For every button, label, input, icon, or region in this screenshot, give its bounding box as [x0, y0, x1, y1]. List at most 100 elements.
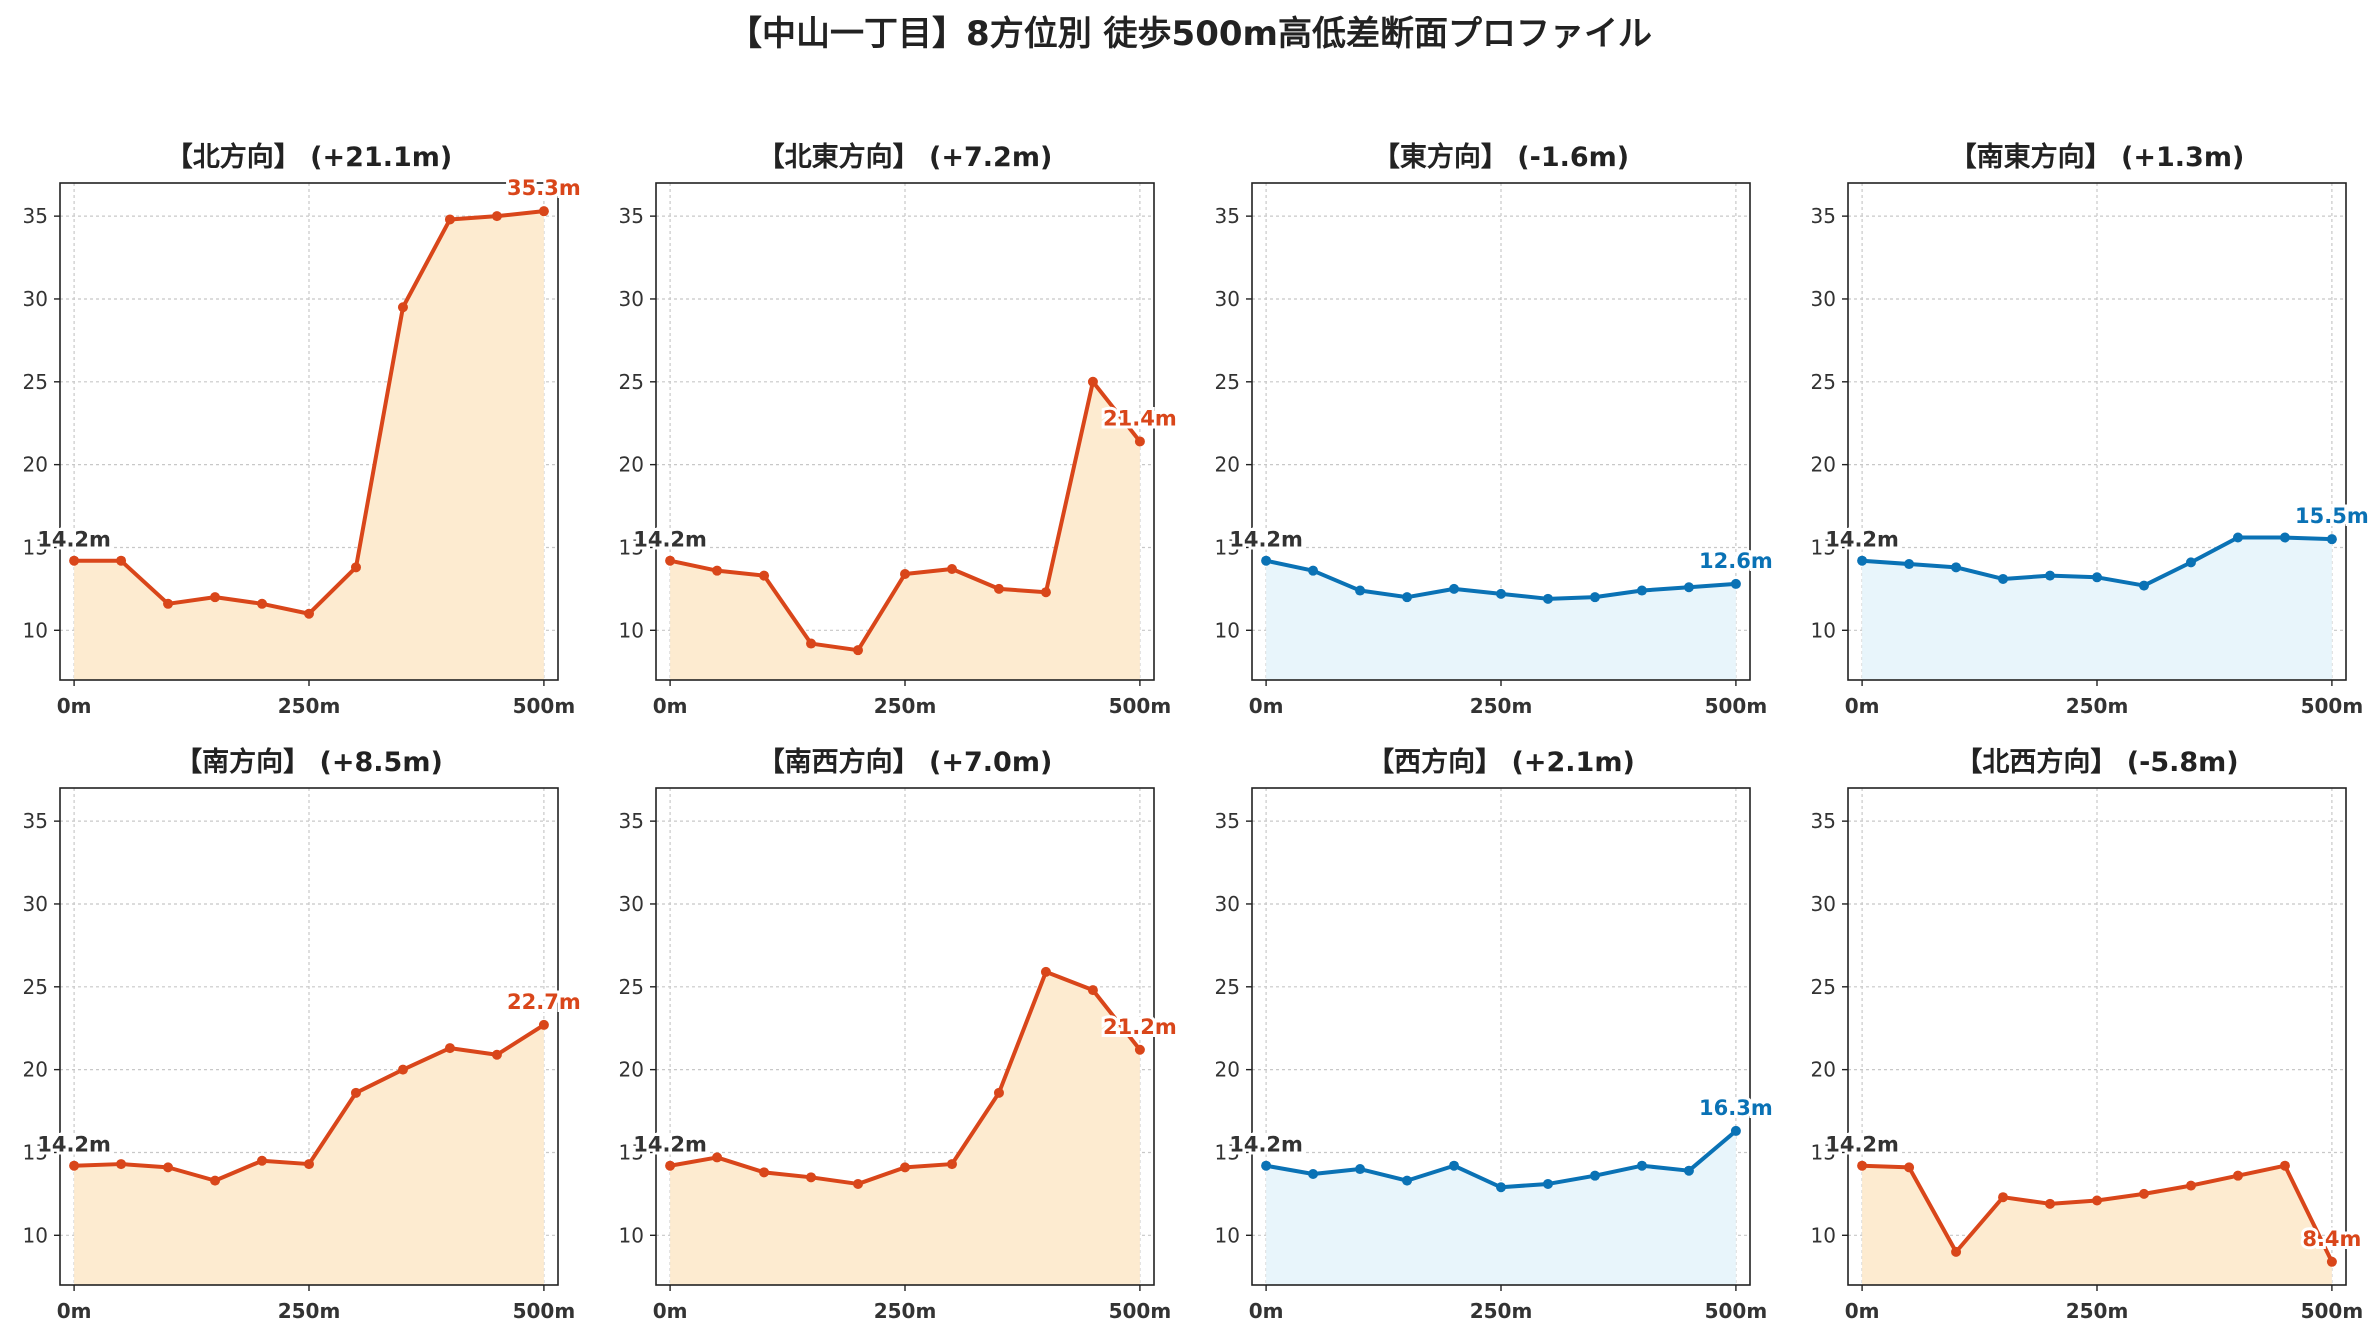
data-point: [806, 1172, 817, 1183]
start-value-label: 14.2m: [1229, 1133, 1303, 1157]
data-point: [491, 211, 502, 222]
start-value-label: 14.2m: [37, 528, 111, 552]
end-value-label: 22.7m: [507, 990, 581, 1014]
x-tick-label: 250m: [278, 694, 341, 718]
data-point: [1636, 585, 1647, 596]
data-point: [993, 1087, 1004, 1098]
x-tick-label: 0m: [1845, 694, 1880, 718]
area-fill: [1266, 1130, 1736, 1285]
start-value-label: 14.2m: [37, 1133, 111, 1157]
panel-3: 【東方向】 (-1.6m) 10 15 20 25 30 35 0m 250m 500m 14.2m…: [1215, 141, 1776, 718]
x-tick-label: 500m: [2301, 1299, 2364, 1323]
x-tick-label: 250m: [874, 1299, 937, 1323]
panel-title: 【南西方向】 (+7.0m): [758, 746, 1053, 778]
data-point: [2232, 1170, 2243, 1181]
y-tick-label: 35: [1215, 809, 1240, 833]
data-point: [2045, 570, 2056, 581]
data-point: [1496, 588, 1506, 599]
y-tick-label: 10: [23, 1223, 48, 1247]
x-tick-label: 500m: [513, 694, 576, 718]
data-point: [946, 564, 957, 575]
data-point: [1542, 593, 1553, 604]
y-tick-label: 20: [1811, 1058, 1836, 1082]
data-point: [1589, 592, 1600, 603]
x-tick-label: 500m: [1705, 1299, 1768, 1323]
y-tick-label: 20: [1215, 453, 1240, 477]
data-point: [1040, 587, 1051, 598]
data-point: [993, 583, 1004, 594]
area-fill: [74, 211, 544, 680]
y-tick-label: 15: [1215, 535, 1240, 559]
data-point: [538, 1019, 549, 1030]
data-point: [1589, 1170, 1600, 1181]
data-point: [1542, 1178, 1553, 1189]
data-point: [665, 555, 676, 566]
data-point: [1087, 376, 1098, 387]
y-tick-label: 10: [619, 1223, 644, 1247]
data-point: [304, 1159, 314, 1170]
y-tick-label: 10: [1811, 618, 1836, 642]
data-point: [2279, 1160, 2290, 1171]
x-tick-label: 0m: [653, 694, 688, 718]
data-point: [397, 1064, 408, 1075]
data-point: [163, 1162, 174, 1173]
x-tick-label: 0m: [57, 694, 92, 718]
y-tick-label: 25: [1811, 370, 1836, 394]
end-value-label: 21.4m: [1103, 406, 1177, 430]
y-tick-label: 35: [23, 204, 48, 228]
y-tick-label: 25: [23, 370, 48, 394]
area-fill: [1862, 537, 2332, 680]
data-point: [1730, 1125, 1741, 1136]
panel-title: 【東方向】 (-1.6m): [1373, 141, 1629, 173]
data-point: [1355, 1164, 1366, 1175]
data-point: [116, 1159, 127, 1170]
y-tick-label: 20: [619, 453, 644, 477]
data-point: [1402, 1175, 1413, 1186]
x-tick-label: 250m: [2066, 1299, 2129, 1323]
data-point: [1496, 1182, 1506, 1193]
data-point: [1261, 555, 1272, 566]
y-tick-label: 10: [23, 618, 48, 642]
data-point: [1904, 1162, 1915, 1173]
data-point: [2326, 534, 2337, 545]
data-point: [1951, 1246, 1962, 1257]
start-value-label: 14.2m: [1229, 528, 1303, 552]
data-point: [444, 214, 455, 225]
data-point: [759, 570, 770, 581]
data-point: [1904, 559, 1915, 570]
panel-title: 【南方向】 (+8.5m): [175, 746, 443, 778]
panel-title: 【北方向】 (+21.1m): [166, 141, 452, 173]
data-point: [806, 638, 817, 649]
data-point: [2279, 532, 2290, 543]
y-tick-label: 20: [1215, 1058, 1240, 1082]
y-tick-label: 15: [619, 1140, 644, 1164]
data-point: [1730, 578, 1741, 589]
data-point: [853, 645, 864, 656]
data-point: [1261, 1160, 1272, 1171]
y-tick-label: 20: [619, 1058, 644, 1082]
y-tick-label: 20: [23, 453, 48, 477]
y-tick-label: 15: [23, 535, 48, 559]
data-point: [2092, 572, 2102, 583]
data-point: [1636, 1160, 1647, 1171]
data-point: [2138, 580, 2149, 591]
y-tick-label: 25: [1811, 975, 1836, 999]
panel-title: 【南東方向】 (+1.3m): [1950, 141, 2245, 173]
data-point: [1857, 1160, 1868, 1171]
data-point: [1040, 966, 1051, 977]
x-tick-label: 500m: [2301, 694, 2364, 718]
start-value-label: 14.2m: [1825, 1133, 1899, 1157]
data-point: [397, 302, 408, 313]
data-point: [1857, 555, 1868, 566]
y-tick-label: 30: [23, 287, 48, 311]
data-point: [1998, 1192, 2009, 1203]
panel-8: 【北西方向】 (-5.8m) 10 15 20 25 30 35 0m 250m 500m 14.2…: [1811, 746, 2365, 1323]
data-point: [1308, 1169, 1319, 1180]
data-point: [69, 1160, 80, 1171]
y-tick-label: 35: [1811, 204, 1836, 228]
y-tick-label: 25: [1215, 975, 1240, 999]
x-tick-label: 250m: [1470, 1299, 1533, 1323]
data-point: [712, 565, 723, 576]
data-point: [2185, 1180, 2196, 1191]
data-point: [304, 608, 314, 619]
